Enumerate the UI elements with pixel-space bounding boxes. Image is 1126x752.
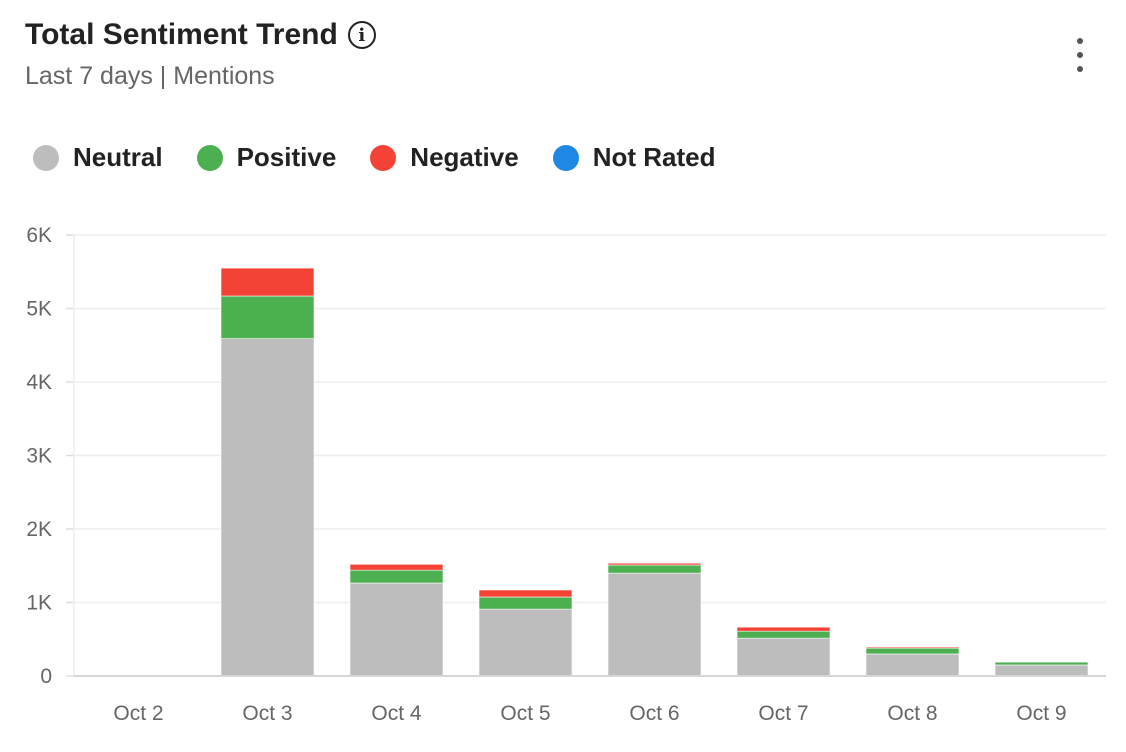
legend-dot [552, 144, 579, 171]
legend-dot [196, 144, 223, 171]
legend-item-not-rated[interactable]: Not Rated [552, 142, 716, 173]
legend-dot [33, 144, 59, 171]
chart-subtitle: Last 7 days | Mentions [25, 62, 275, 90]
legend-label: Neutral [73, 142, 163, 172]
kebab-menu-icon[interactable] [1068, 38, 1092, 72]
y-tick-label: 6K [26, 224, 52, 247]
y-tick-label: 2K [26, 518, 52, 541]
bar-positive [736, 630, 831, 639]
y-tick-label: 4K [26, 371, 52, 394]
y-tick-label: 1K [26, 592, 52, 615]
bar-neutral [607, 572, 702, 677]
title-text: Total Sentiment Trend [25, 18, 338, 51]
bar-neutral [349, 582, 444, 677]
legend-dot [370, 144, 397, 171]
bar-negative [607, 562, 702, 566]
chart-title: Total Sentiment Trend i [25, 18, 376, 52]
bar-positive [478, 596, 573, 610]
x-tick-label: Oct 8 [887, 702, 937, 725]
bar-negative [349, 563, 444, 571]
bar-negative [736, 626, 831, 632]
x-tick-label: Oct 5 [500, 702, 550, 725]
legend-label: Positive [236, 142, 337, 172]
bar-positive [994, 661, 1089, 666]
legend-label: Not Rated [592, 142, 716, 172]
bar-negative [865, 646, 960, 649]
x-tick-label: Oct 7 [758, 702, 808, 725]
bar-positive [607, 564, 702, 574]
legend-label: Negative [410, 142, 519, 172]
y-tick-label: 5K [26, 298, 52, 321]
legend-item-positive[interactable]: Positive [196, 142, 337, 173]
bar-positive [220, 295, 315, 339]
x-tick-label: Oct 4 [371, 702, 422, 725]
bar-neutral [865, 653, 960, 677]
legend-item-negative[interactable]: Negative [370, 142, 519, 173]
info-icon[interactable]: i [347, 21, 376, 49]
bar-negative [220, 267, 315, 297]
x-tick-label: Oct 3 [242, 702, 292, 725]
bar-neutral [736, 637, 831, 677]
legend: Neutral Positive Negative Not Rated [33, 142, 715, 173]
bar-neutral [220, 338, 315, 677]
bar-neutral [994, 664, 1089, 677]
y-tick-label: 0 [40, 665, 52, 688]
x-tick-label: Oct 6 [629, 702, 679, 725]
bar-negative [478, 589, 573, 598]
bar-positive [865, 647, 960, 655]
y-tick-label: 3K [26, 445, 52, 468]
legend-item-neutral[interactable]: Neutral [33, 142, 163, 173]
bar-positive [349, 569, 444, 584]
x-tick-label: Oct 9 [1016, 702, 1066, 725]
x-tick-label: Oct 2 [113, 702, 163, 725]
bar-neutral [478, 608, 573, 677]
